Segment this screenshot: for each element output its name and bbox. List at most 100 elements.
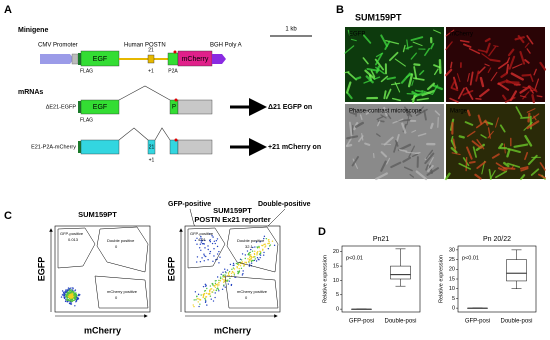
chart-title: Pn21 [373, 236, 389, 243]
cell [488, 46, 497, 57]
cell [405, 108, 410, 117]
event-dot [256, 251, 258, 254]
cell [430, 122, 434, 130]
cell [411, 129, 417, 133]
cell [466, 109, 471, 117]
event-dot [214, 286, 217, 288]
cell [476, 138, 485, 150]
event-dot [63, 295, 66, 297]
cell [487, 130, 494, 139]
cell [487, 67, 492, 73]
cell [386, 157, 391, 165]
cell [350, 38, 357, 42]
event-dot [65, 294, 68, 296]
event-dot [232, 271, 234, 274]
gate-value: 0 [245, 295, 248, 300]
cell [348, 121, 353, 137]
event-dot [228, 270, 231, 273]
event-dot [72, 289, 74, 291]
cell [388, 51, 399, 62]
cell [359, 114, 363, 120]
event-dot [209, 285, 212, 287]
label: Human POSTN [124, 43, 166, 49]
cell [450, 87, 459, 92]
event-dot [248, 265, 251, 267]
cell [479, 76, 485, 88]
event-dot [63, 297, 66, 299]
cell [413, 63, 421, 67]
cell [347, 71, 357, 81]
cell [521, 74, 531, 77]
chart-title: Pn 20/22 [483, 236, 511, 243]
event-dot [73, 292, 75, 294]
cell [519, 174, 526, 181]
event-dot [200, 239, 202, 242]
cell [500, 72, 508, 78]
event-dot [196, 295, 198, 298]
cell [380, 34, 388, 47]
y-tick-label: 15 [449, 276, 455, 282]
y-tick-label: 20 [333, 249, 339, 255]
y-tick-label: 5 [336, 292, 339, 298]
cell [480, 134, 487, 139]
gate [94, 275, 149, 309]
cell [390, 161, 402, 169]
cell [425, 164, 429, 171]
x-tick-label: Double-posi [384, 319, 416, 325]
label: EGF [93, 56, 107, 63]
cell [524, 134, 533, 147]
event-dot [222, 274, 224, 276]
scale-label: 1 kb [285, 27, 297, 33]
cell [524, 42, 530, 48]
label: EGF [93, 104, 107, 111]
cell [469, 71, 474, 86]
event-dot [213, 285, 215, 287]
event-dot [211, 235, 213, 237]
cell [526, 108, 536, 113]
cell [539, 162, 546, 171]
cell [345, 136, 353, 147]
cell [380, 75, 389, 83]
result: Δ21 EGFP on [268, 104, 312, 111]
cell [394, 58, 406, 67]
gate-label: Double positive [107, 238, 135, 243]
event-dot [212, 236, 214, 238]
cell [411, 90, 419, 97]
event-dot [74, 297, 76, 299]
event-dot [221, 288, 224, 290]
cell [508, 55, 516, 70]
event-dot [75, 295, 77, 297]
event-dot [271, 240, 274, 242]
cell [477, 49, 487, 53]
event-dot [224, 274, 226, 276]
panel-title: SUM159PT [355, 12, 402, 22]
event-dot [215, 289, 218, 291]
event-dot [216, 283, 219, 285]
event-dot [207, 259, 209, 261]
cell [345, 143, 353, 148]
cell [344, 71, 350, 74]
cell [402, 44, 406, 53]
event-dot [218, 250, 220, 253]
event-dot [253, 252, 256, 255]
cell [410, 52, 417, 60]
cell [354, 76, 362, 81]
cell [410, 36, 424, 42]
cell [417, 132, 427, 137]
cell [375, 66, 385, 75]
cell [475, 120, 487, 129]
label: FLAG [80, 68, 93, 74]
event-dot [72, 290, 74, 293]
event-dot [204, 289, 207, 292]
cell [380, 114, 387, 119]
event-dot [206, 304, 208, 306]
gate-label: mCherry positive [237, 289, 268, 294]
cell [477, 114, 483, 125]
cell [393, 141, 398, 153]
event-dot [232, 267, 235, 269]
event-dot [239, 258, 242, 260]
event-dot [209, 291, 211, 293]
cell [344, 45, 355, 54]
gate-value: 4.61 [198, 237, 207, 242]
label: BGH Poly A [210, 43, 242, 49]
